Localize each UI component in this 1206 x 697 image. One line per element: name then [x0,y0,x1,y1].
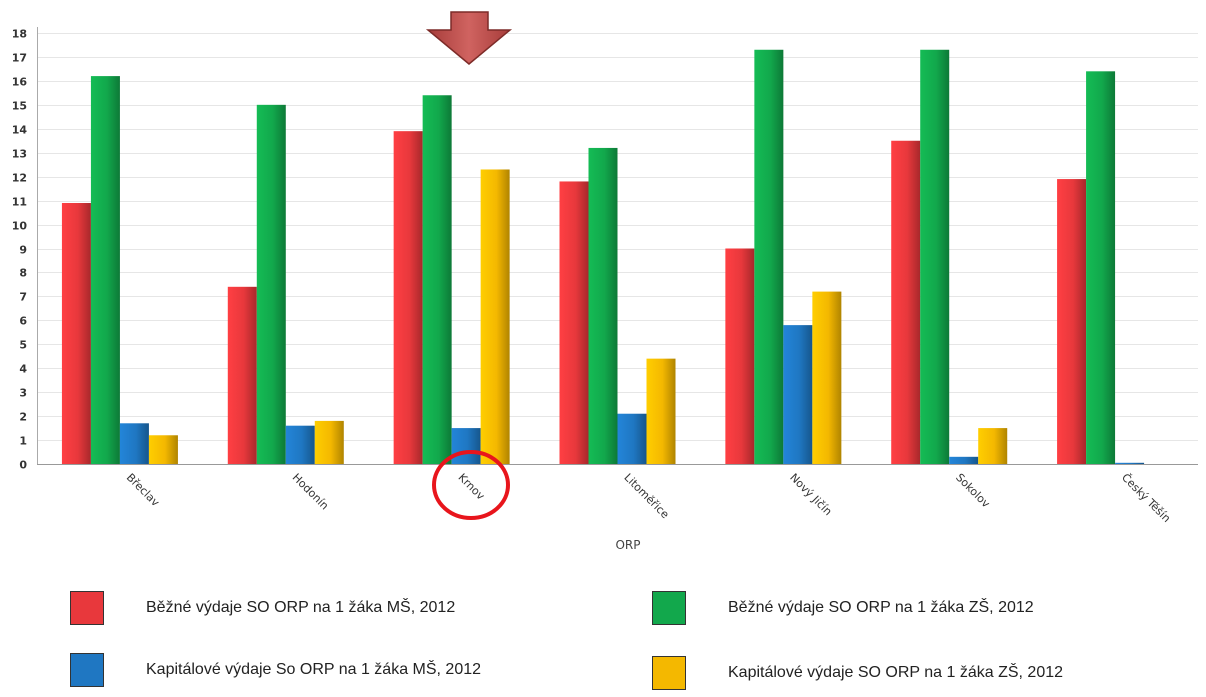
legend-swatch [652,591,686,625]
bar [1086,71,1116,465]
highlight-arrow-icon [425,11,513,65]
x-tick-label: Nový Jičín [787,471,834,518]
y-tick-label: 15 [12,100,27,113]
legend-swatch [652,656,686,690]
bar [61,203,91,464]
bar [285,425,315,464]
x-tick-label: Sokolov [953,471,993,511]
bar [119,423,149,464]
y-tick-label: 0 [19,459,27,472]
bar [451,428,481,464]
legend-label: Běžné výdaje SO ORP na 1 žáka ZŠ, 2012 [728,599,1034,616]
y-tick-label: 1 [19,435,27,448]
legend-swatch [70,591,104,625]
legend-swatch [70,653,104,687]
bar [314,420,344,464]
y-tick-label: 10 [12,220,28,233]
bar [783,325,813,464]
bar [617,413,647,464]
x-axis-title: ORP [615,538,640,552]
bar [920,49,950,465]
x-tick-label: Český Těšín [1119,471,1173,525]
bar [949,456,979,464]
legend-label: Běžné výdaje SO ORP na 1 žáka MŠ, 2012 [146,599,456,616]
y-tick-label: 7 [19,291,27,304]
x-tick-label: Krnov [456,471,488,503]
bar [812,291,842,464]
x-tick-label: Břeclav [124,471,162,509]
bar [1115,462,1145,464]
bar [256,104,286,464]
y-tick-label: 8 [19,267,27,280]
bar [588,147,618,464]
bar [480,169,510,464]
annotations [425,11,513,520]
bar [891,140,921,464]
bar [754,49,784,465]
y-tick-label: 2 [19,411,27,424]
y-tick-label: 16 [12,76,28,89]
bar [393,131,423,464]
bar [148,435,178,464]
y-tick-label: 12 [12,172,27,185]
y-tick-label: 13 [12,148,27,161]
highlight-circle [432,450,510,520]
y-tick-label: 6 [19,315,27,328]
x-tick-label: Hodonín [290,471,332,513]
bar [1057,179,1087,465]
y-tick-label: 18 [12,28,27,41]
bar [227,286,257,464]
y-tick-label: 4 [19,363,27,376]
y-tick-label: 3 [19,387,27,400]
bar [646,358,676,464]
y-tick-label: 17 [12,52,27,65]
bar [90,76,120,464]
legend-label: Kapitálové výdaje SO ORP na 1 žáka ZŠ, 2… [728,664,1064,681]
bar [559,181,589,464]
bar [725,248,755,464]
y-tick-label: 9 [19,244,27,257]
legend-label: Kapitálové výdaje So ORP na 1 žáka MŠ, 2… [146,661,482,678]
y-tick-label: 11 [12,196,27,209]
y-tick-label: 14 [12,124,28,137]
bar [422,95,452,464]
bar [978,428,1008,464]
bars [61,49,1145,465]
x-tick-label: Litoměřice [621,471,671,521]
y-tick-label: 5 [19,339,27,352]
